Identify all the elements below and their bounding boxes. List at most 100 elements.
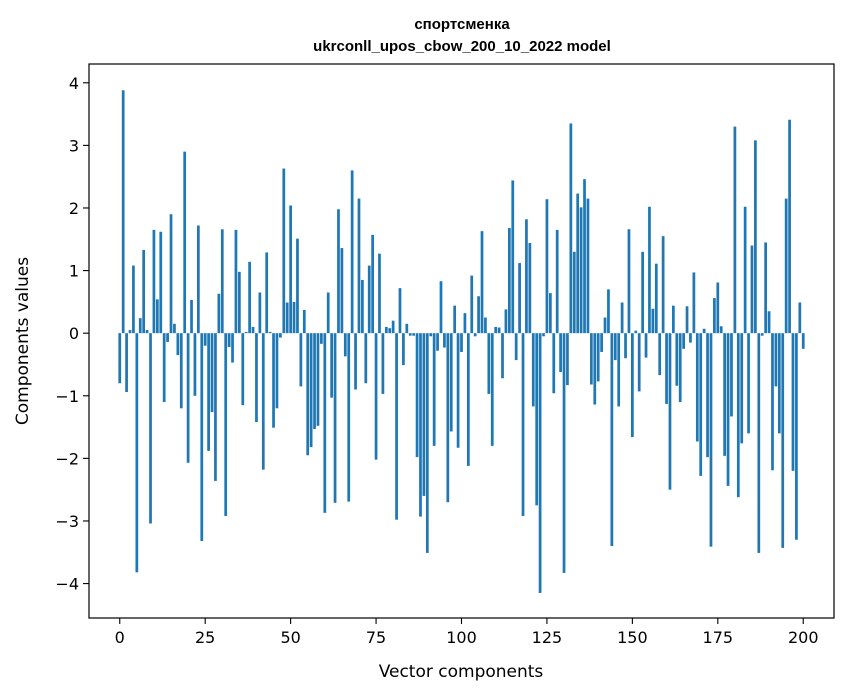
bar-121 (531, 333, 535, 407)
bar-196 (788, 119, 791, 334)
bar-75 (374, 333, 378, 460)
y-tick-label: 0 (69, 324, 79, 343)
bar-59 (320, 333, 323, 344)
bar-146 (617, 333, 621, 407)
bar-61 (326, 292, 330, 334)
bar-33 (231, 333, 234, 363)
bar-127 (552, 333, 556, 394)
bar-21 (190, 300, 193, 334)
bar-144 (610, 333, 614, 547)
bar-84 (405, 323, 409, 334)
bar-157 (654, 263, 658, 334)
bar-104 (473, 333, 477, 337)
bar-23 (196, 225, 200, 334)
bar-145 (613, 333, 617, 361)
x-tick-label: 175 (703, 628, 734, 647)
bar-156 (651, 308, 655, 334)
bar-38 (248, 261, 251, 334)
bar-113 (504, 309, 508, 334)
bar-22 (193, 333, 197, 396)
y-tick-label: −4 (55, 575, 79, 594)
bar-191 (771, 333, 774, 471)
y-tick-label: −2 (55, 449, 79, 468)
bar-182 (740, 333, 744, 444)
bar-198 (795, 333, 798, 540)
bar-71 (361, 279, 364, 334)
bar-52 (296, 238, 299, 334)
bar-130 (562, 333, 566, 573)
bar-123 (538, 333, 542, 593)
bar-141 (600, 333, 603, 352)
bar-184 (747, 333, 750, 434)
bar-65 (340, 248, 344, 334)
bar-142 (603, 317, 607, 334)
bar-185 (750, 245, 754, 334)
x-tick-label: 25 (195, 628, 215, 647)
bar-77 (381, 333, 385, 394)
bar-100 (460, 333, 463, 352)
bar-64 (337, 209, 340, 334)
bar-69 (354, 333, 357, 390)
bar-110 (494, 326, 498, 334)
bar-17 (176, 333, 180, 356)
bar-153 (641, 251, 644, 334)
bar-85 (408, 333, 412, 336)
y-axis-label: Components values (13, 257, 33, 425)
bar-171 (702, 328, 706, 334)
bar-159 (661, 236, 665, 334)
bar-74 (371, 234, 375, 334)
bar-136 (583, 179, 586, 334)
bar-30 (220, 229, 224, 334)
bar-93 (436, 333, 439, 351)
bar-147 (620, 302, 624, 334)
bar-16 (173, 323, 176, 334)
x-tick-label: 75 (366, 628, 386, 647)
x-axis-ticks: 0 25 50 75 100 125 150 175 200 (115, 618, 819, 647)
bar-98 (453, 305, 457, 334)
bar-45 (272, 333, 275, 428)
bar-190 (767, 311, 771, 334)
bar-31 (224, 333, 228, 516)
bar-164 (678, 333, 682, 403)
bar-46 (275, 333, 279, 409)
bar-181 (736, 333, 740, 498)
bar-160 (665, 333, 668, 404)
bar-134 (576, 193, 580, 334)
bar-68 (350, 170, 354, 334)
bar-183 (743, 206, 747, 334)
bar-44 (268, 331, 272, 334)
bar-60 (323, 333, 327, 513)
bar-87 (415, 333, 419, 458)
bar-37 (244, 331, 248, 334)
bar-36 (241, 333, 245, 406)
x-tick-label: 50 (280, 628, 300, 647)
y-axis-ticks: −4 −3 −2 −1 0 1 2 3 4 (55, 74, 89, 594)
bar-40 (255, 333, 258, 423)
bar-124 (542, 333, 545, 337)
bar-80 (391, 320, 395, 334)
bar-15 (169, 214, 173, 334)
bar-51 (292, 301, 296, 334)
bar-170 (699, 333, 703, 476)
bar-81 (395, 333, 398, 520)
bar-29 (217, 293, 221, 334)
bar-172 (706, 333, 709, 458)
bar-0 (118, 333, 122, 384)
bar-148 (624, 333, 627, 359)
bar-48 (282, 168, 286, 334)
bar-108 (487, 333, 491, 394)
bar-169 (695, 333, 699, 442)
bar-34 (234, 229, 238, 334)
bar-109 (490, 333, 494, 446)
y-tick-label: 1 (69, 262, 79, 281)
bar-76 (378, 253, 381, 334)
bar-163 (675, 333, 679, 386)
bar-133 (572, 251, 576, 334)
bar-150 (631, 333, 634, 438)
bars-group (118, 90, 805, 593)
chart-title-line-1: спортсменка (414, 16, 510, 33)
bar-95 (443, 333, 446, 348)
y-tick-label: 3 (69, 136, 79, 155)
bar-7 (142, 249, 146, 334)
